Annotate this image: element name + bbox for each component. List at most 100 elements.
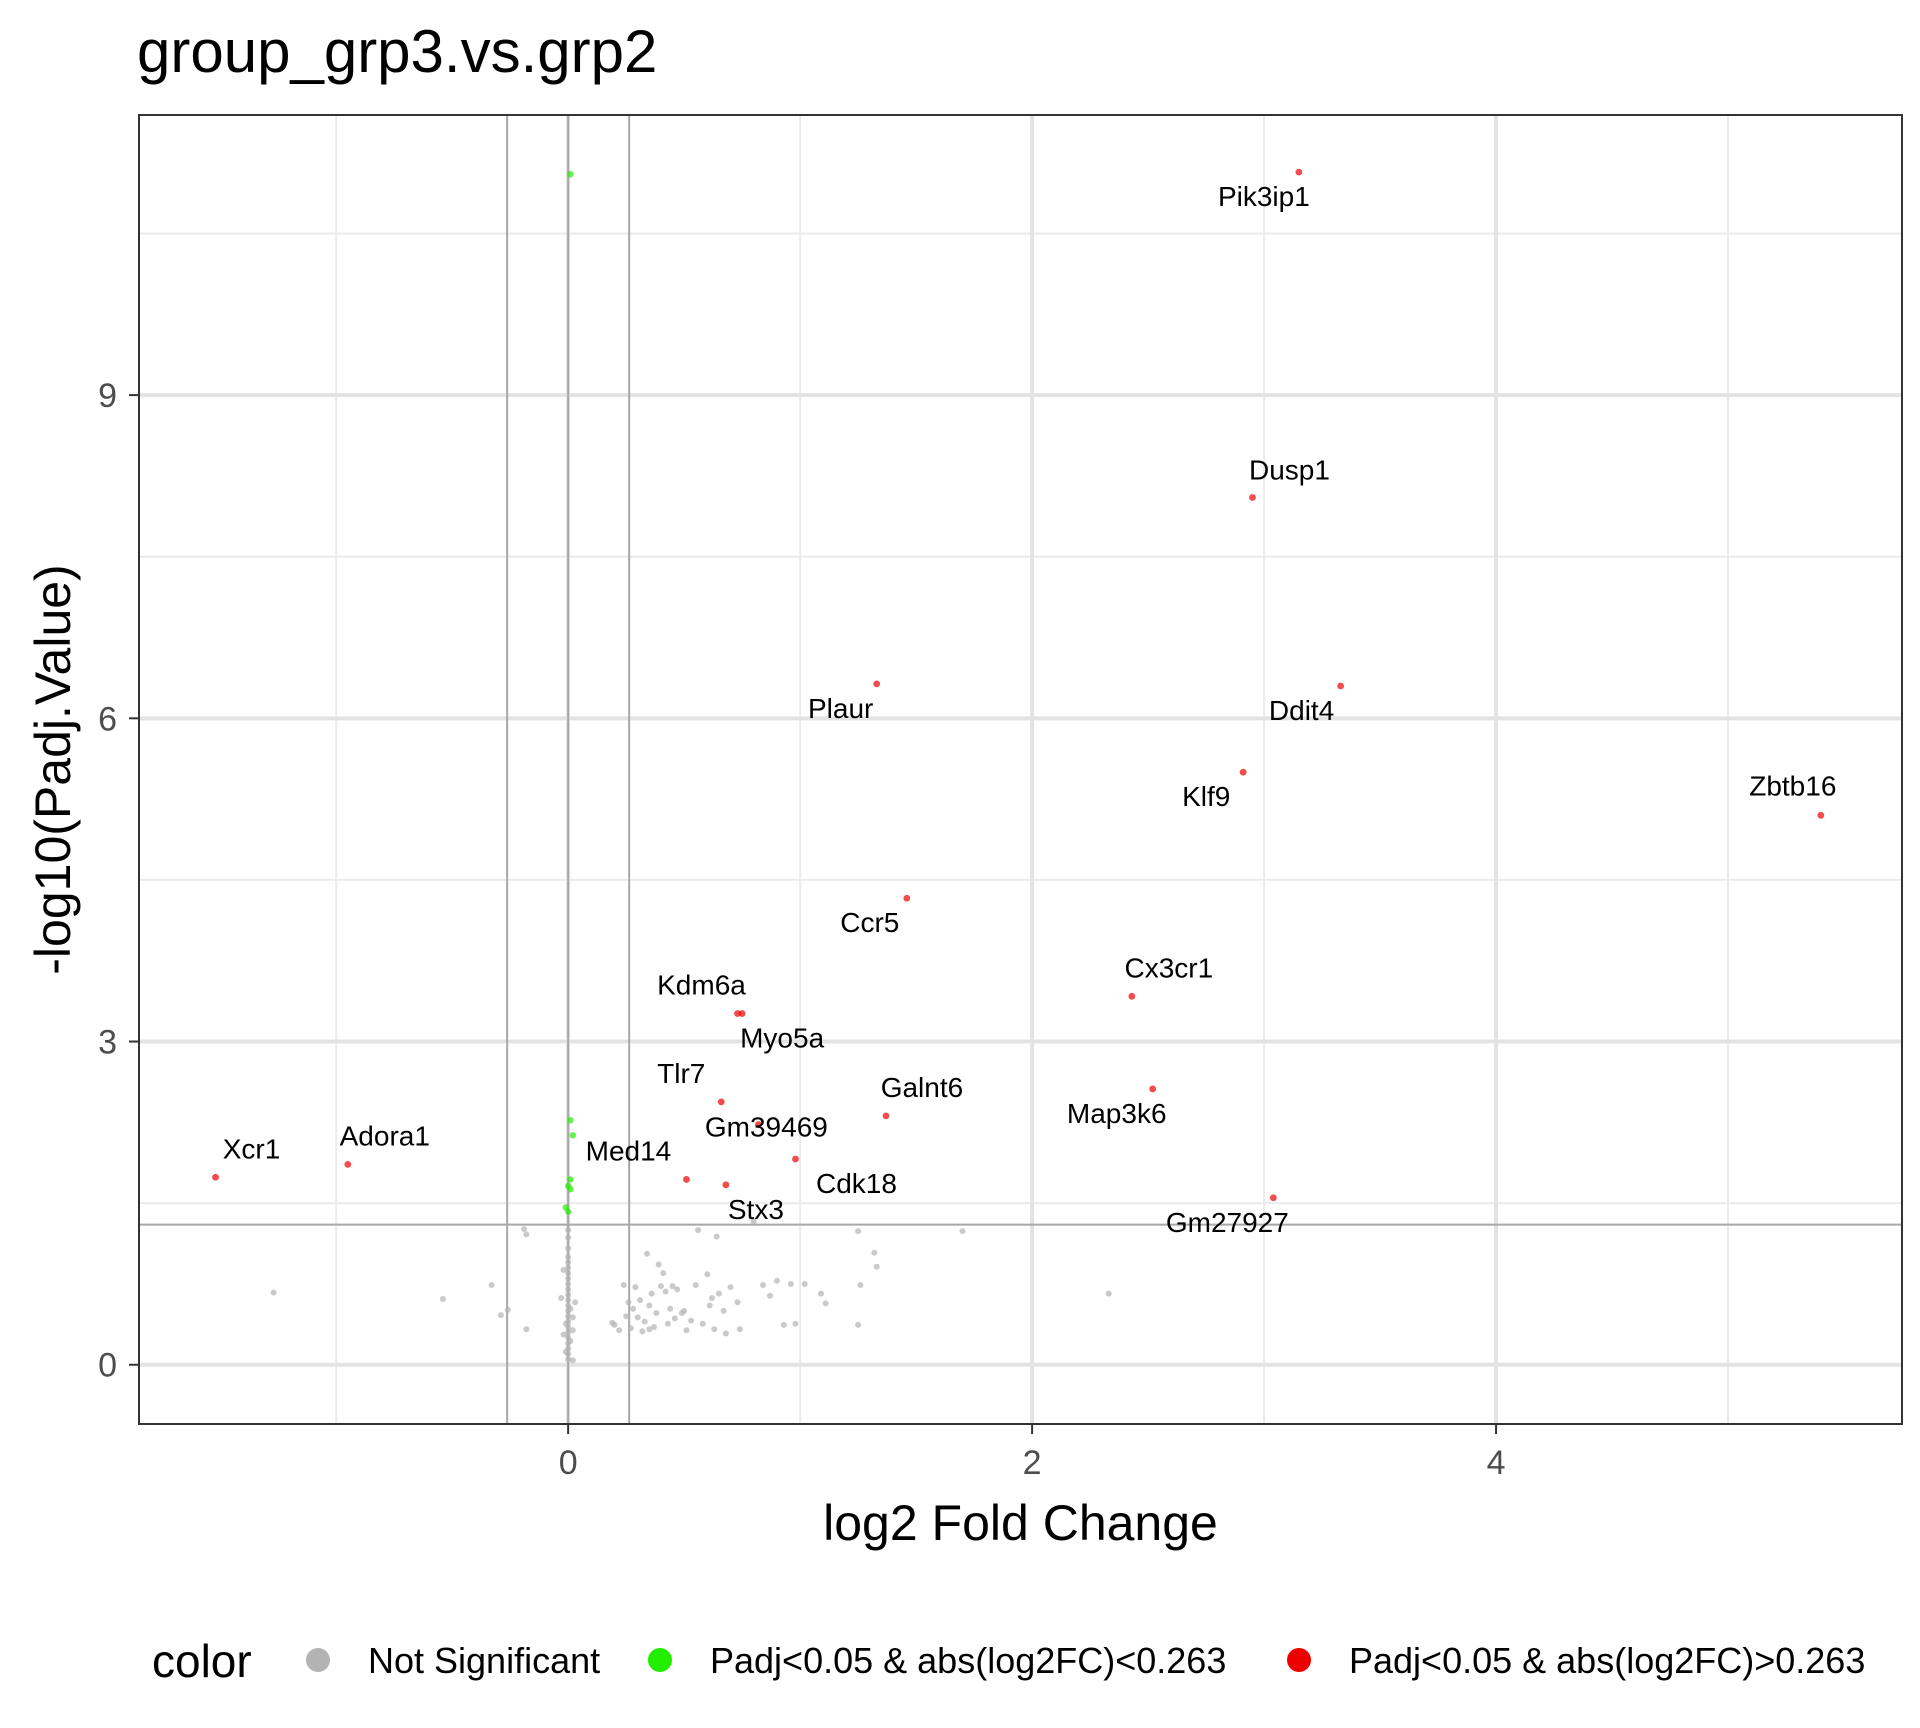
not-significant-point: [667, 1305, 674, 1312]
gene-label: Klf9: [1182, 781, 1230, 812]
not-significant-point: [664, 1320, 671, 1327]
large-fc-point: [1817, 811, 1825, 819]
small-fc-point: [567, 1185, 574, 1193]
not-significant-point: [766, 1292, 773, 1299]
not-significant-point: [632, 1284, 639, 1291]
chart-title: group_grp3.vs.grp2: [137, 18, 657, 85]
x-axis-title: log2 Fold Change: [823, 1495, 1218, 1551]
not-significant-point: [565, 1286, 572, 1293]
not-significant-point: [565, 1264, 572, 1271]
not-significant-point: [780, 1321, 787, 1328]
not-significant-point: [706, 1302, 713, 1309]
not-significant-point: [558, 1294, 565, 1301]
not-significant-point: [657, 1283, 664, 1290]
not-significant-point: [1105, 1290, 1112, 1297]
not-significant-point: [565, 1254, 572, 1261]
not-significant-point: [681, 1307, 688, 1314]
not-significant-point: [695, 1227, 702, 1234]
not-significant-point: [497, 1312, 504, 1319]
large-fc-point: [722, 1181, 730, 1189]
legend: color Not Significant Padj<0.05 & abs(lo…: [152, 1635, 1865, 1687]
not-significant-point: [641, 1318, 648, 1325]
y-axis-title: -log10(Padj.Value): [25, 564, 81, 974]
not-significant-point: [565, 1275, 572, 1282]
not-significant-point: [720, 1307, 727, 1314]
not-significant-point: [439, 1296, 446, 1303]
y-tick-label: 9: [98, 377, 117, 415]
large-fc-point: [882, 1112, 890, 1120]
not-significant-point: [572, 1299, 579, 1306]
large-fc-point: [792, 1155, 799, 1163]
not-significant-point: [646, 1302, 653, 1309]
x-axis-ticks: 0 2 4: [559, 1424, 1506, 1482]
not-significant-point: [662, 1288, 669, 1295]
not-significant-point: [569, 1314, 576, 1321]
gene-label: Kdm6a: [657, 970, 746, 1001]
large-fc-point: [1269, 1194, 1277, 1202]
not-significant-point: [715, 1290, 722, 1297]
not-significant-point: [569, 1327, 576, 1334]
not-significant-point: [855, 1228, 862, 1235]
large-fc-point: [873, 680, 881, 688]
not-significant-point: [669, 1283, 676, 1290]
legend-label-not-significant: Not Significant: [368, 1640, 600, 1681]
not-significant-point: [792, 1320, 799, 1327]
not-significant-point: [855, 1321, 862, 1328]
gene-label: Tlr7: [657, 1058, 705, 1089]
not-significant-point: [644, 1250, 651, 1257]
not-significant-point: [630, 1305, 637, 1312]
gene-label: Gm39469: [705, 1111, 828, 1142]
large-fc-point: [1337, 682, 1345, 690]
large-fc-point: [903, 894, 911, 902]
not-significant-point: [565, 1245, 572, 1252]
major-gridlines: [139, 115, 1902, 1424]
large-fc-point: [1149, 1085, 1157, 1093]
not-significant-point: [704, 1271, 711, 1278]
large-fc-point: [1128, 992, 1136, 1000]
not-significant-point: [801, 1280, 808, 1287]
legend-label-small-fc: Padj<0.05 & abs(log2FC)<0.263: [710, 1640, 1226, 1681]
legend-title: color: [152, 1635, 252, 1687]
not-significant-point: [688, 1317, 695, 1324]
large-fc-point: [1295, 168, 1303, 176]
small-fc-significant-points: [562, 171, 576, 1215]
panel-background: [139, 115, 1902, 1424]
y-tick-label: 0: [98, 1347, 117, 1385]
not-significant-point: [722, 1330, 729, 1337]
gene-label: Gm27927: [1166, 1207, 1289, 1238]
not-significant-point: [760, 1282, 767, 1289]
not-significant-point: [521, 1225, 528, 1232]
large-fc-point: [1249, 494, 1256, 501]
gene-labels: Pik3ip1 Dusp1 Plaur Ddit4 Klf9 Zbtb16 Ccr5 Cx3c…: [223, 181, 1837, 1238]
not-significant-point: [627, 1325, 634, 1332]
not-significant-point: [699, 1320, 706, 1327]
not-significant-point: [523, 1326, 530, 1333]
gene-label: Stx3: [728, 1194, 784, 1225]
not-significant-point: [773, 1277, 780, 1284]
not-significant-point: [565, 1234, 572, 1241]
not-significant-point: [822, 1300, 829, 1307]
not-significant-point: [488, 1282, 495, 1289]
not-significant-point: [565, 1227, 572, 1234]
gene-label: Cdk18: [816, 1168, 897, 1199]
small-fc-point: [564, 1208, 572, 1215]
not-significant-point: [818, 1290, 825, 1297]
not-significant-point: [708, 1294, 715, 1301]
y-axis-ticks: 0 3 6 9: [98, 377, 139, 1385]
not-significant-point: [565, 1356, 572, 1363]
x-tick-label: 4: [1487, 1444, 1506, 1482]
gene-label: Pik3ip1: [1218, 181, 1310, 212]
not-significant-point: [787, 1280, 794, 1287]
not-significant-point: [523, 1231, 530, 1238]
large-fc-point: [738, 1010, 746, 1017]
not-significant-point: [650, 1324, 657, 1331]
plot-panel: [139, 115, 1902, 1424]
legend-label-large-fc: Padj<0.05 & abs(log2FC)>0.263: [1349, 1640, 1865, 1681]
not-significant-point: [504, 1306, 511, 1313]
minor-gridlines: [139, 115, 1902, 1424]
not-significant-point: [611, 1321, 618, 1328]
not-significant-point: [857, 1282, 864, 1289]
not-significant-point: [736, 1326, 743, 1333]
not-significant-point: [646, 1326, 653, 1333]
y-tick-label: 6: [98, 700, 117, 738]
